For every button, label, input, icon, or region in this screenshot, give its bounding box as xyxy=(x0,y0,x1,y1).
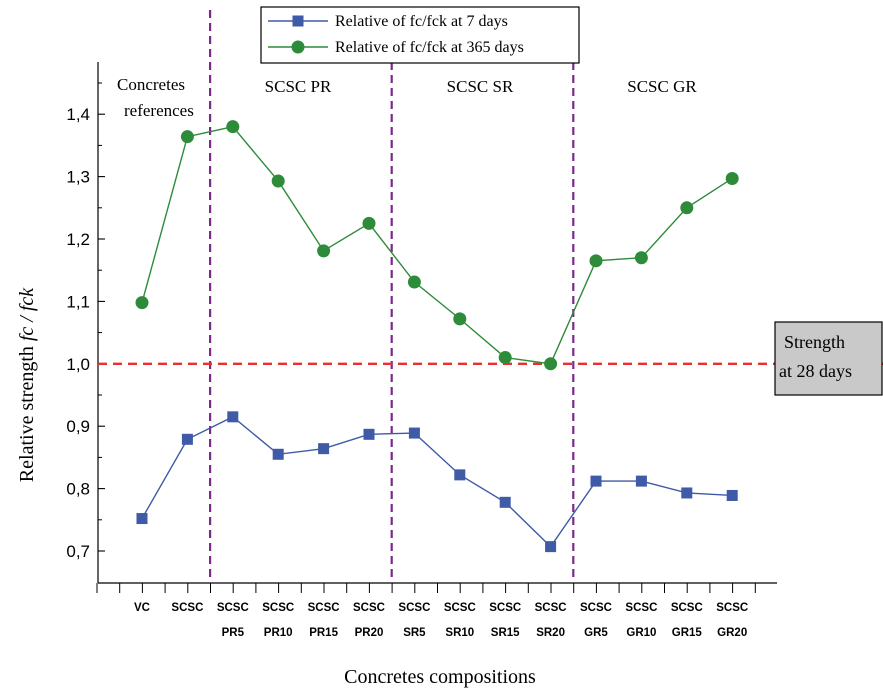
y-tick-label: 1,0 xyxy=(66,355,90,374)
series-2-point xyxy=(180,130,194,144)
y-tick-label: 1,4 xyxy=(66,105,90,124)
series-line-2 xyxy=(141,125,733,365)
x-tick-label: VC xyxy=(134,602,150,614)
x-tick-label-line2: SR20 xyxy=(536,627,565,639)
legend-label-2: Relative of fc/fck at 365 days xyxy=(335,39,524,56)
series-2-point xyxy=(226,120,240,134)
x-tick-label-line2: PR20 xyxy=(355,627,384,639)
x-tick-label-line2: SR10 xyxy=(445,627,474,639)
axes: 0,7 0,8 0,9 1,0 1,1 1,2 1,3 1,4 VC SCSC SCSC PR5 SCS… xyxy=(16,62,777,688)
series-2-point xyxy=(407,275,421,289)
x-tick-label-line2: PR5 xyxy=(222,627,245,639)
x-tick-label-line2: GR10 xyxy=(626,627,656,639)
series-1-point xyxy=(363,428,375,440)
y-axis-title-math: fc / fck xyxy=(16,287,38,341)
x-tick-label: SCSC xyxy=(217,602,249,614)
series-1-point xyxy=(726,489,738,501)
series-2-point xyxy=(589,254,603,268)
series-2-point xyxy=(544,357,558,371)
series-1-point xyxy=(590,475,602,487)
region-label: Concretes xyxy=(117,75,185,94)
series-1-point xyxy=(635,475,647,487)
x-tick-label: SCSC xyxy=(262,602,294,614)
y-tick-label: 1,1 xyxy=(66,292,90,311)
series-2-point xyxy=(453,312,467,326)
x-tick-label: SCSC xyxy=(580,602,612,614)
series-1-point xyxy=(408,427,420,439)
x-tick-label: SCSC xyxy=(444,602,476,614)
x-tick-label: SCSC xyxy=(353,602,385,614)
series-1-point xyxy=(545,541,557,553)
y-tick-label: 1,2 xyxy=(66,230,90,249)
y-tick-label: 0,7 xyxy=(66,542,90,561)
series-2-point xyxy=(135,296,149,310)
y-tick-label: 0,9 xyxy=(66,417,90,436)
reference-label-box xyxy=(774,321,883,396)
reference-line-group: Strength at 28 days xyxy=(98,321,883,396)
x-tick-label-line2: SR5 xyxy=(403,627,426,639)
y-tick-label: 1,3 xyxy=(66,168,90,187)
legend: Relative of fc/fck at 7 days Relative of … xyxy=(260,6,580,64)
y-tick-label: 0,8 xyxy=(66,480,90,499)
legend-label-1: Relative of fc/fck at 7 days xyxy=(335,13,508,30)
series-group xyxy=(135,120,739,553)
series-2-point xyxy=(498,351,512,365)
x-tick-label: SCSC xyxy=(625,602,657,614)
x-tick-label: SCSC xyxy=(398,602,430,614)
legend-marker-2 xyxy=(291,40,305,54)
legend-box xyxy=(260,6,580,64)
series-2-point xyxy=(680,201,694,215)
y-axis-title: Relative strength fc / fck xyxy=(16,287,38,483)
region-label: SCSC PR xyxy=(265,77,332,96)
x-tick-label: SCSC xyxy=(171,602,203,614)
series-1-point xyxy=(499,496,511,508)
x-tick-label-line2: PR10 xyxy=(264,627,293,639)
reference-label-line2: at 28 days xyxy=(779,361,852,381)
region-label-line2: references xyxy=(124,101,194,120)
x-tick-label: SCSC xyxy=(308,602,340,614)
reference-label: Strength xyxy=(784,332,845,352)
region-label: SCSC SR xyxy=(447,77,514,96)
series-line-1 xyxy=(141,416,733,548)
x-tick-label: SCSC xyxy=(489,602,521,614)
x-tick-label: SCSC xyxy=(535,602,567,614)
region-dividers: Concretes references SCSC PR SCSC SR SCSC GR xyxy=(117,10,697,578)
series-1-point xyxy=(318,443,330,455)
x-tick-label-line2: SR15 xyxy=(491,627,520,639)
series-2-point xyxy=(271,174,285,188)
series-1-point xyxy=(272,448,284,460)
series-1-point xyxy=(681,487,693,499)
legend-marker-1 xyxy=(292,15,304,27)
series-2-point xyxy=(317,244,331,258)
x-tick-label-line2: GR15 xyxy=(672,627,703,639)
series-1-point xyxy=(181,433,193,445)
series-2-point xyxy=(362,216,376,230)
series-1-point xyxy=(136,513,148,525)
x-tick-label-line2: GR5 xyxy=(584,627,608,639)
series-2-point xyxy=(634,251,648,265)
x-axis-title: Concretes compositions xyxy=(344,666,536,688)
x-tick-label-line2: GR20 xyxy=(717,627,747,639)
region-label: SCSC GR xyxy=(627,77,697,96)
series-2-point xyxy=(725,171,739,185)
series-1-point xyxy=(227,411,239,423)
x-tick-label: SCSC xyxy=(716,602,748,614)
x-tick-label: SCSC xyxy=(671,602,703,614)
x-tick-label-line2: PR15 xyxy=(309,627,338,639)
series-1-point xyxy=(454,469,466,481)
